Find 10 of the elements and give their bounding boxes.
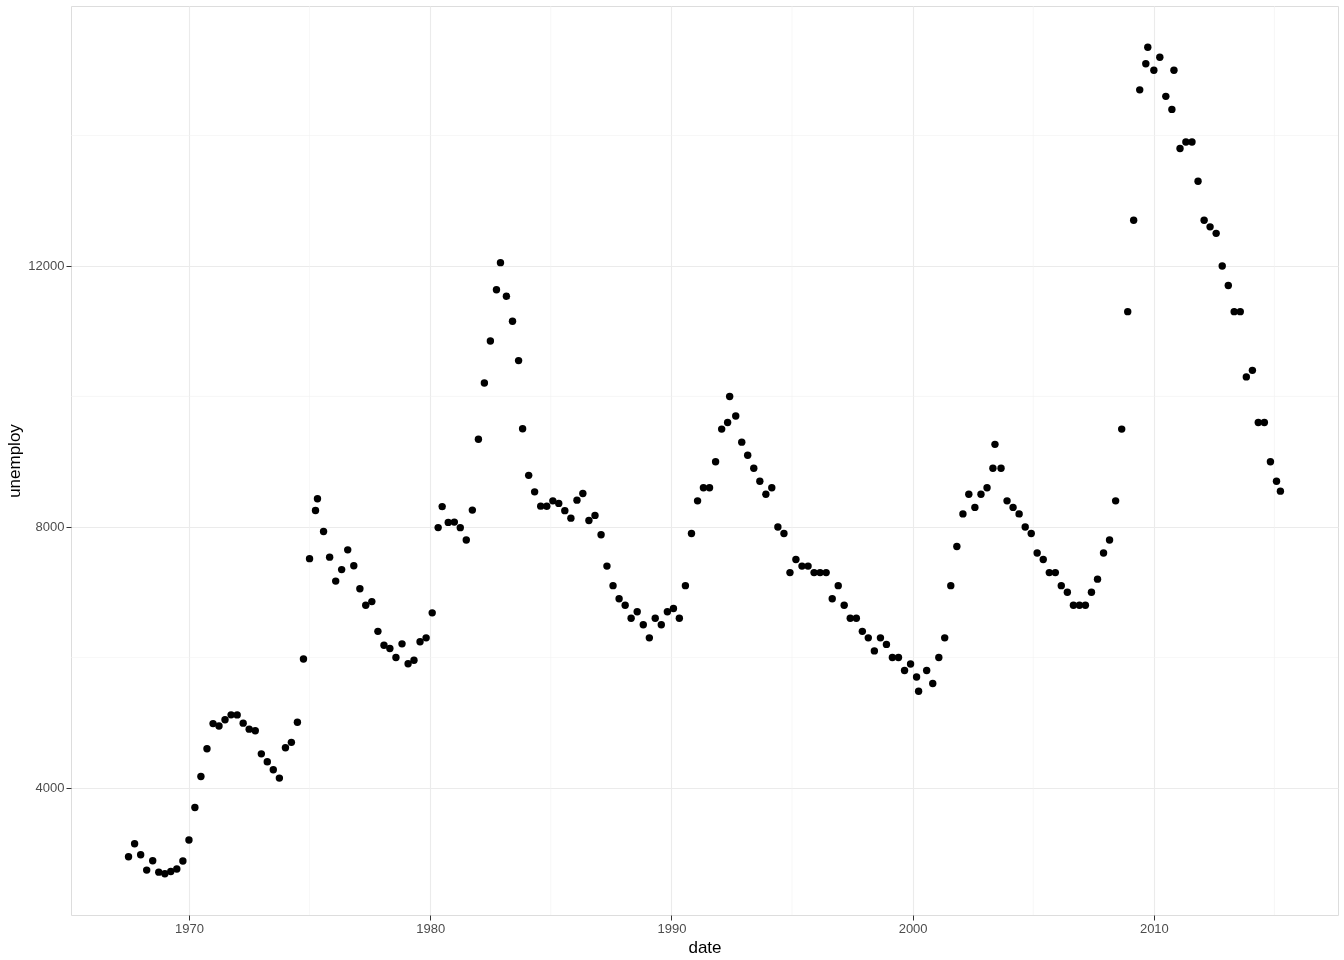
y-axis-title: unemploy <box>5 423 25 498</box>
x-tick-label: 1970 <box>174 920 204 936</box>
y-tick-label: 8000 <box>35 519 65 535</box>
x-tick-label: 2010 <box>1139 920 1169 936</box>
y-tick-label: 12000 <box>28 258 65 274</box>
y-tick-label: 4000 <box>35 780 65 796</box>
x-tick-label: 2000 <box>898 920 928 936</box>
x-tick-label: 1980 <box>416 920 446 936</box>
x-tick-label: 1990 <box>657 920 687 936</box>
x-axis-title: date <box>688 937 722 957</box>
